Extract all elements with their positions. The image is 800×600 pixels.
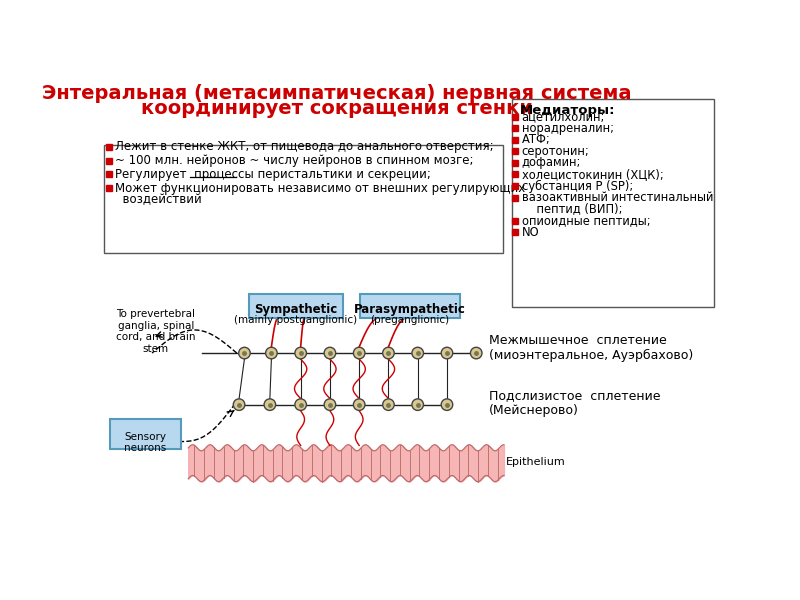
Text: To prevertebral
ganglia, spinal
cord, and brain
stem: To prevertebral ganglia, spinal cord, an… <box>116 309 196 354</box>
Text: Лежит в стенке ЖКТ, от пищевода до анального отверстия;: Лежит в стенке ЖКТ, от пищевода до аналь… <box>115 140 494 153</box>
Text: пептид (ВИП);: пептид (ВИП); <box>522 203 622 215</box>
Text: Регулирует  процессы перистальтики и секреции;: Регулирует процессы перистальтики и секр… <box>115 168 431 181</box>
Circle shape <box>354 347 365 359</box>
Circle shape <box>441 399 453 410</box>
Circle shape <box>266 347 277 359</box>
Text: АТФ;: АТФ; <box>522 133 550 146</box>
Circle shape <box>382 347 394 359</box>
Text: Медиаторы:: Медиаторы: <box>519 104 615 118</box>
Circle shape <box>382 399 394 410</box>
Text: Энтеральная (метасимпатическая) нервная система: Энтеральная (метасимпатическая) нервная … <box>42 83 632 103</box>
Text: Sympathetic: Sympathetic <box>254 303 338 316</box>
Text: Sensory
neurons: Sensory neurons <box>124 431 166 453</box>
Text: Может функционировать независимо от внешних регулирующих: Может функционировать независимо от внеш… <box>115 182 526 195</box>
Text: вазоактивный интестинальный: вазоактивный интестинальный <box>522 191 713 204</box>
Text: дофамин;: дофамин; <box>522 157 581 169</box>
Text: опиоидные пептиды;: опиоидные пептиды; <box>522 214 650 227</box>
FancyBboxPatch shape <box>360 294 460 319</box>
Circle shape <box>412 347 423 359</box>
Text: Подслизистое  сплетение
(Мейснерово): Подслизистое сплетение (Мейснерово) <box>489 389 660 417</box>
FancyBboxPatch shape <box>249 294 343 319</box>
Text: субстанция P (SP);: субстанция P (SP); <box>522 179 633 193</box>
Text: (mainly postganglionic): (mainly postganglionic) <box>234 314 358 325</box>
Text: (preganglionic): (preganglionic) <box>370 314 450 325</box>
Circle shape <box>234 399 245 410</box>
Circle shape <box>441 347 453 359</box>
Circle shape <box>324 399 336 410</box>
Circle shape <box>295 399 306 410</box>
FancyBboxPatch shape <box>513 99 714 307</box>
FancyBboxPatch shape <box>104 145 503 253</box>
Text: воздействий: воздействий <box>115 193 202 206</box>
Circle shape <box>324 347 336 359</box>
Text: Parasympathetic: Parasympathetic <box>354 303 466 316</box>
Text: ~ 100 млн. нейронов ~ числу нейронов в спинном мозге;: ~ 100 млн. нейронов ~ числу нейронов в с… <box>115 154 474 167</box>
Text: NO: NO <box>522 226 539 239</box>
Text: норадреналин;: норадреналин; <box>522 122 614 135</box>
Circle shape <box>238 347 250 359</box>
FancyBboxPatch shape <box>110 419 181 449</box>
Circle shape <box>295 347 306 359</box>
Text: серотонин;: серотонин; <box>522 145 590 158</box>
Text: координирует сокращения стенки: координирует сокращения стенки <box>141 99 533 118</box>
Text: ацетилхолин;: ацетилхолин; <box>522 110 605 123</box>
Text: Epithelium: Epithelium <box>506 457 566 467</box>
Text: Межмышечное  сплетение
(миоэнтеральное, Ауэрбахово): Межмышечное сплетение (миоэнтеральное, А… <box>489 334 693 362</box>
Circle shape <box>354 399 365 410</box>
Text: холецистокинин (ХЦК);: холецистокинин (ХЦК); <box>522 168 663 181</box>
Circle shape <box>264 399 276 410</box>
Circle shape <box>412 399 423 410</box>
Circle shape <box>470 347 482 359</box>
